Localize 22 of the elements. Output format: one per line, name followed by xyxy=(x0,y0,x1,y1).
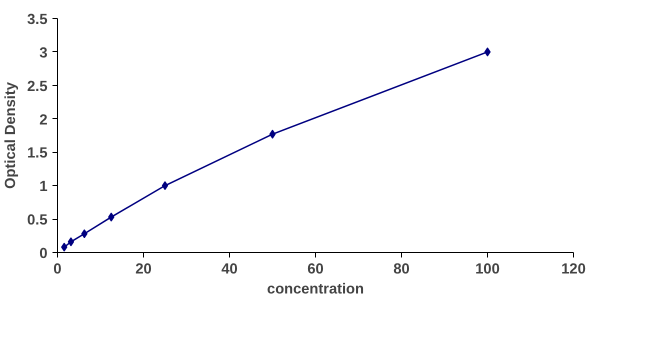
x-axis-title: concentration xyxy=(267,282,364,298)
y-tick-label: 3.5 xyxy=(27,12,48,28)
point xyxy=(162,181,168,190)
x-tick-label: 20 xyxy=(135,262,152,278)
x-tick-label: 0 xyxy=(53,262,62,278)
point xyxy=(81,229,88,238)
x-tick-label: 80 xyxy=(393,262,410,278)
y-tick-label: 3 xyxy=(39,45,48,62)
y-tick-label: 2.5 xyxy=(27,78,48,95)
point xyxy=(68,237,74,246)
y-tick-label: 0.5 xyxy=(27,212,48,229)
y-tick-label: 1.5 xyxy=(27,146,48,162)
point xyxy=(269,130,276,139)
y-tick-label: 1 xyxy=(39,179,48,196)
x-tick-label: 120 xyxy=(561,262,586,278)
y-tick-label: 0 xyxy=(39,246,48,262)
y-tick-label: 2 xyxy=(39,112,48,128)
x-tick-label: 60 xyxy=(307,262,324,278)
point xyxy=(484,47,491,56)
y-axis-title: Optical Density xyxy=(3,81,20,189)
x-tick-label: 40 xyxy=(221,262,238,278)
x-tick-label: 100 xyxy=(475,262,500,278)
